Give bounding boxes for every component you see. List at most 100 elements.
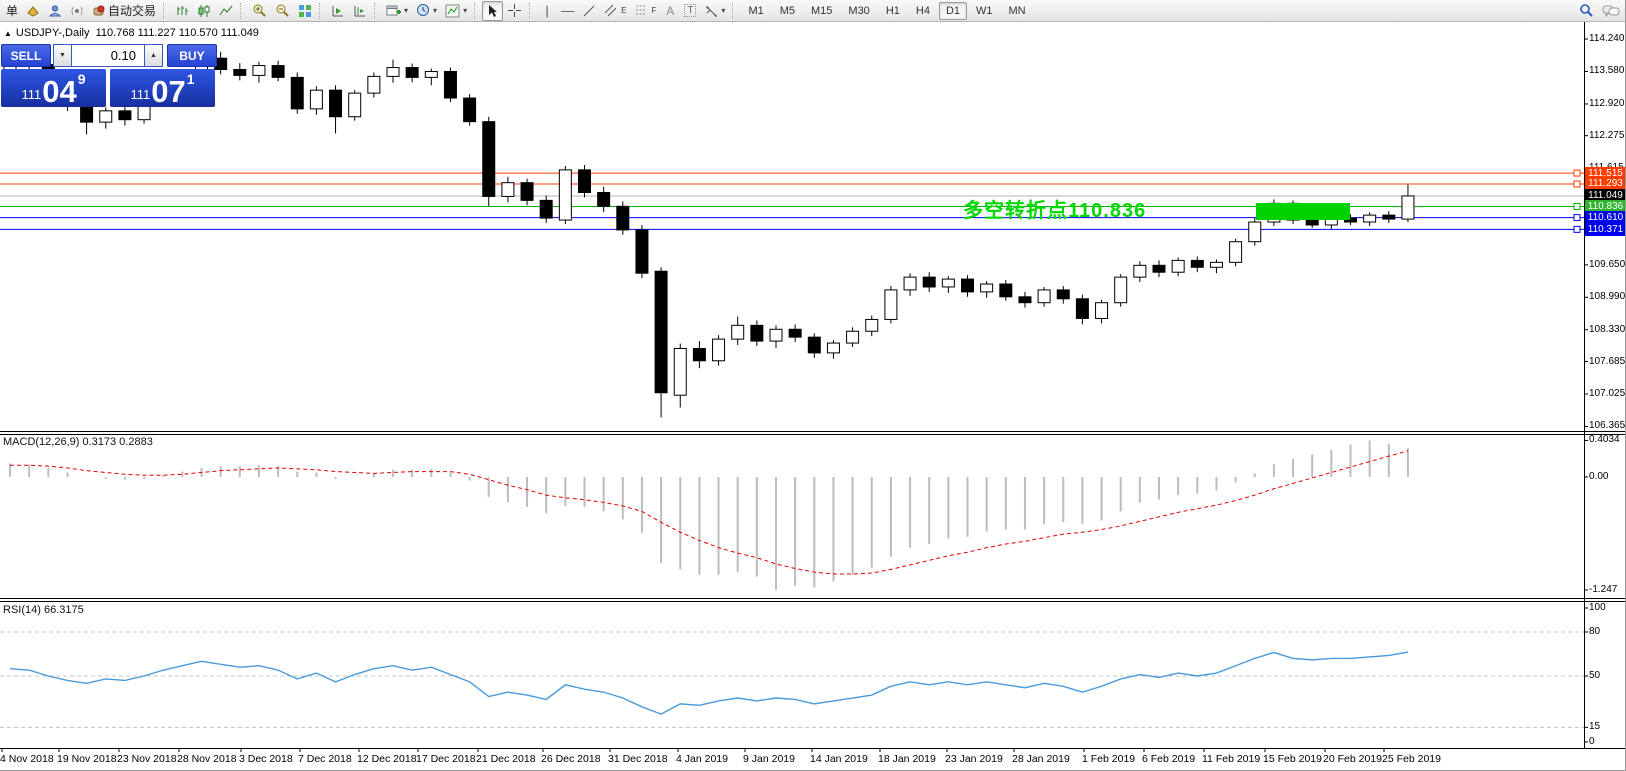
price-tick-label: 113.580 <box>1589 65 1625 77</box>
zoom-in-button[interactable] <box>248 1 271 21</box>
timeframe-W1[interactable]: W1 <box>976 4 993 17</box>
timeframe-M1[interactable]: M1 <box>748 4 764 17</box>
autotrade-icon <box>93 5 105 16</box>
new-order-button[interactable]: 单 <box>2 1 22 21</box>
timeframe-M30[interactable]: M30 <box>848 4 870 17</box>
channel-tool[interactable]: E <box>600 1 630 21</box>
collapse-panel-icon[interactable]: ▲ <box>4 29 12 38</box>
date-axis-label: 26 Dec 2018 <box>541 753 601 765</box>
rsi-axis-label: 15 <box>1589 721 1601 733</box>
date-axis-label: 23 Jan 2019 <box>945 753 1003 765</box>
date-axis-label: 18 Jan 2019 <box>878 753 936 765</box>
bid-big-digits: 04 <box>42 73 77 109</box>
search-icon[interactable] <box>1575 1 1598 21</box>
timeframe-H1[interactable]: H1 <box>885 4 900 17</box>
timeframe-M15[interactable]: M15 <box>811 4 833 17</box>
level-price-label: 111.293 <box>1585 177 1625 191</box>
rsi-axis-label: 0 <box>1589 736 1595 747</box>
timeframe-M5[interactable]: M5 <box>779 4 795 17</box>
text-label-tool[interactable]: T <box>680 1 700 21</box>
price-tick-label: 108.990 <box>1589 291 1626 303</box>
text-tool[interactable]: A <box>660 1 680 21</box>
indicators-button[interactable]: ▾ <box>441 1 471 21</box>
timeframe-MN[interactable]: MN <box>1008 4 1026 17</box>
timeframe-buttons: M1 M5 M15 M30 H1 H4 D1 W1 MN <box>740 1 1033 20</box>
date-axis-label: 12 Dec 2018 <box>357 753 417 765</box>
auto-scroll-button[interactable] <box>327 1 349 21</box>
separator <box>529 2 534 19</box>
date-axis-label: 23 Nov 2018 <box>117 753 177 765</box>
ask-price-button[interactable]: 111 07 1 <box>110 69 215 107</box>
one-click-trading-panel: SELL ▼ ▲ BUY 111 04 9 111 07 1 <box>1 44 217 107</box>
bid-price-button[interactable]: 111 04 9 <box>1 69 106 107</box>
candlestick-chart-button[interactable] <box>193 1 215 21</box>
separator <box>240 2 245 19</box>
buy-button[interactable]: BUY <box>167 44 217 67</box>
cursor-tool-button[interactable] <box>482 0 504 21</box>
price-tick-label: 107.025 <box>1589 387 1626 399</box>
date-axis-label: 19 Nov 2018 <box>57 753 117 765</box>
line-anchor <box>1573 214 1581 222</box>
sell-button[interactable]: SELL <box>1 44 51 67</box>
autotrade-button[interactable]: 自动交易 <box>88 1 160 21</box>
price-tick-label: 114.240 <box>1589 33 1625 44</box>
price-tick-label: 106.365 <box>1589 420 1626 432</box>
level-price-label: 110.836 <box>1585 199 1625 213</box>
level-price-label: 111.515 <box>1585 166 1625 180</box>
line-anchor <box>1573 180 1581 188</box>
chevron-down-icon: ▾ <box>404 6 409 15</box>
date-axis-label: 15 Feb 2019 <box>1263 753 1322 765</box>
volume-input[interactable] <box>72 44 144 67</box>
date-axis-label: 20 Feb 2019 <box>1323 753 1382 765</box>
price-tick-label: 112.275 <box>1589 129 1625 141</box>
highlight-rectangle <box>1256 203 1350 220</box>
horizontal-line-tool[interactable]: — <box>561 3 575 18</box>
separator <box>163 2 168 19</box>
macd-label: MACD(12,26,9) 0.3173 0.2883 <box>3 436 153 448</box>
date-axis-label: 11 Feb 2019 <box>1202 753 1261 765</box>
date-axis-label: 9 Jan 2019 <box>743 753 795 765</box>
arrows-tool[interactable]: ▾ <box>700 1 729 21</box>
chevron-down-icon: ▾ <box>721 6 726 15</box>
tile-windows-button[interactable] <box>294 1 316 21</box>
profile-icon[interactable] <box>44 1 66 21</box>
bid-pip-digit: 9 <box>77 71 86 87</box>
line-anchor <box>1573 202 1581 210</box>
date-axis-label: 21 Dec 2018 <box>476 753 536 765</box>
timeframe-H4[interactable]: H4 <box>915 4 930 17</box>
date-axis-label: 6 Feb 2019 <box>1142 753 1196 765</box>
chat-icon[interactable] <box>1598 1 1624 21</box>
bid-prefix: 111 <box>21 87 42 102</box>
toolbar: 单 自动交易 ▾ ▾ ▾ | — E F A T ▾ M <box>0 0 1625 22</box>
chart-symbol-period: USDJPY-,Daily <box>15 27 90 39</box>
chart-shift-button[interactable] <box>349 1 371 21</box>
crosshair-tool-button[interactable] <box>503 1 526 21</box>
date-axis-label: 3 Dec 2018 <box>239 753 293 765</box>
date-axis-label: 7 Dec 2018 <box>298 753 352 765</box>
line-anchor <box>1573 169 1581 177</box>
volume-increase-button[interactable]: ▲ <box>144 44 163 67</box>
bar-chart-button[interactable] <box>171 1 193 21</box>
vertical-line-tool[interactable]: | <box>545 3 549 18</box>
trendline-tool[interactable] <box>578 1 600 21</box>
date-axis-label: 4 Jan 2019 <box>676 753 728 765</box>
new-chart-button[interactable]: ▾ <box>382 1 412 21</box>
timeframe-D1[interactable]: D1 <box>938 1 967 20</box>
periods-button[interactable]: ▾ <box>412 1 441 21</box>
chevron-down-icon: ▾ <box>463 6 468 15</box>
chevron-down-icon: ▾ <box>433 6 438 15</box>
level-price-label: 110.610 <box>1585 211 1625 225</box>
level-price-label: 110.371 <box>1585 222 1625 236</box>
line-chart-button[interactable] <box>215 1 237 21</box>
channel-sub-label: E <box>621 6 627 15</box>
market-watch-icon[interactable] <box>22 1 44 21</box>
alerts-icon[interactable] <box>66 1 88 21</box>
zoom-out-button[interactable] <box>271 1 294 21</box>
new-order-label: 单 <box>6 4 19 18</box>
macd-axis-label: -1.247 <box>1589 583 1618 595</box>
volume-decrease-button[interactable]: ▼ <box>53 44 72 67</box>
fibonacci-tool[interactable]: F <box>630 1 660 21</box>
separator <box>732 2 737 19</box>
